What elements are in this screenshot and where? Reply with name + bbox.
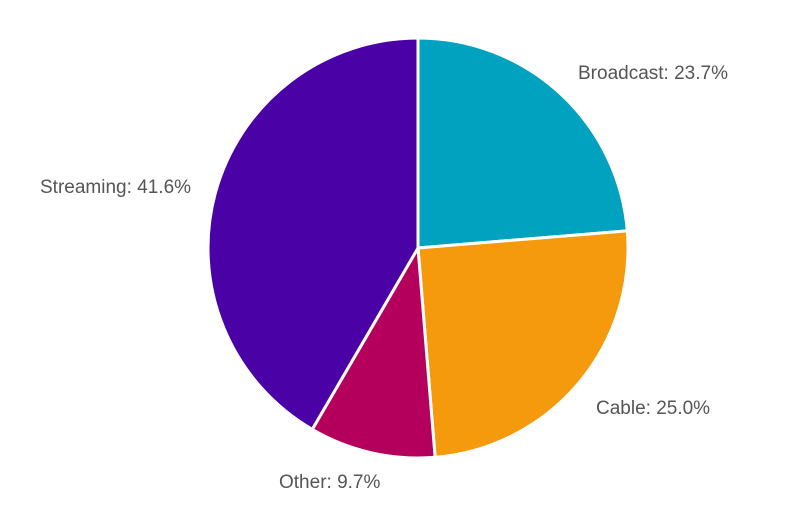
pie-slice-cable [416,229,630,459]
pie-labels: Broadcast: 23.7% Cable: 25.0% Other: 9.7% S… [40,63,728,493]
pie-label-cable: Cable: 25.0% [596,398,710,419]
pie-label-broadcast: Broadcast: 23.7% [578,63,728,84]
pie-slice-broadcast [416,36,629,250]
pie-label-other: Other: 9.7% [279,472,380,493]
pie-slice-streaming [206,36,420,431]
pie-slice-other [310,246,437,460]
pie-slices [206,36,630,460]
pie-label-streaming: Streaming: 41.6% [40,177,191,198]
